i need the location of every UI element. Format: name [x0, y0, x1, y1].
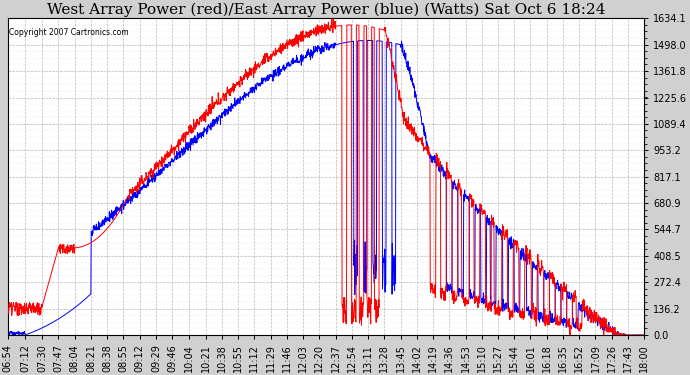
- Title: West Array Power (red)/East Array Power (blue) (Watts) Sat Oct 6 18:24: West Array Power (red)/East Array Power …: [47, 3, 605, 17]
- Text: Copyright 2007 Cartronics.com: Copyright 2007 Cartronics.com: [9, 28, 128, 37]
